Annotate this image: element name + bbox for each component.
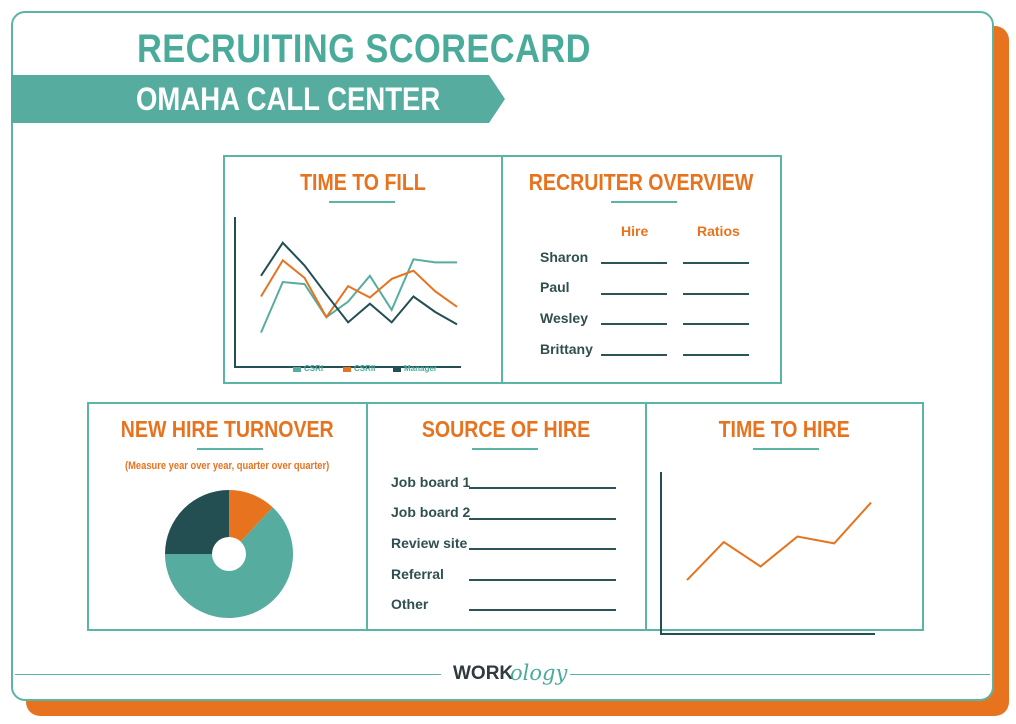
recruiter-overview-title: RECRUITER OVERVIEW — [529, 169, 754, 195]
time-to-hire-title: TIME TO HIRE — [718, 416, 851, 442]
source-of-hire-panel: SOURCE OF HIRE Job board 1 Job board 2 R… — [366, 402, 647, 631]
column-ratios: Ratios — [697, 223, 740, 239]
series-line-manager — [260, 241, 458, 326]
time-to-hire-chart — [660, 472, 875, 635]
recruiter-wesley: Wesley — [540, 310, 588, 326]
title-underline — [329, 201, 395, 203]
new-hire-turnover-title: NEW HIRE TURNOVER — [121, 416, 334, 442]
series-line-0 — [686, 501, 872, 581]
time-to-hire-panel: TIME TO HIRE — [645, 402, 924, 635]
source-blank — [469, 579, 616, 581]
hire-blank — [601, 262, 667, 264]
pie-slice-0 — [229, 490, 273, 554]
source-blank — [469, 487, 616, 489]
time-to-fill-title: TIME TO FILL — [300, 169, 426, 195]
ratio-blank — [683, 323, 749, 325]
page-subtitle: OMAHA CALL CENTER — [136, 81, 441, 117]
hire-blank — [601, 354, 667, 356]
column-hire: Hire — [621, 223, 649, 239]
title-underline — [197, 448, 263, 450]
time-to-fill-chart — [234, 217, 461, 368]
footer-line-left — [15, 674, 441, 675]
source-blank — [469, 518, 616, 520]
recruiter-paul: Paul — [540, 279, 570, 295]
donut-hole — [212, 537, 246, 571]
page-title: RECRUITING SCORECARD — [137, 27, 591, 71]
source-review-site: Review site — [391, 535, 468, 551]
source-blank — [469, 548, 616, 550]
recruiter-overview-panel: RECRUITER OVERVIEW Hire Ratios Sharon Pa… — [501, 155, 782, 384]
legend-swatch-manager — [393, 367, 401, 372]
series-line-csrii — [260, 258, 458, 320]
legend-swatch-csrii — [343, 367, 351, 372]
source-blank — [469, 609, 616, 611]
source-of-hire-title: SOURCE OF HIRE — [422, 416, 591, 442]
ratio-blank — [683, 293, 749, 295]
hire-blank — [601, 323, 667, 325]
workology-logo: WORK ology — [453, 661, 568, 685]
source-other: Other — [391, 596, 429, 612]
ratio-blank — [683, 354, 749, 356]
legend-manager: Manager — [404, 364, 437, 373]
footer-line-right — [570, 674, 990, 675]
time-to-fill-panel: TIME TO FILL CSRI CSRII Manager — [223, 155, 503, 384]
title-underline — [753, 448, 819, 450]
legend-csri: CSRI — [304, 364, 324, 373]
ratio-blank — [683, 262, 749, 264]
turnover-donut-chart — [165, 490, 293, 618]
title-underline — [472, 448, 538, 450]
legend-csrii: CSRII — [354, 364, 376, 373]
turnover-note: (Measure year over year, quarter over qu… — [125, 460, 330, 472]
source-job-board-2: Job board 2 — [391, 504, 471, 520]
pie-slice-2 — [165, 490, 229, 554]
hire-blank — [601, 293, 667, 295]
legend-swatch-csri — [293, 367, 301, 372]
recruiter-brittany: Brittany — [540, 341, 593, 357]
series-line-csri — [260, 258, 457, 334]
subtitle-banner: OMAHA CALL CENTER — [11, 75, 505, 123]
source-referral: Referral — [391, 566, 444, 582]
source-job-board-1: Job board 1 — [391, 474, 471, 490]
title-underline — [611, 201, 677, 203]
new-hire-turnover-panel: NEW HIRE TURNOVER (Measure year over yea… — [87, 402, 368, 631]
recruiter-sharon: Sharon — [540, 249, 589, 265]
